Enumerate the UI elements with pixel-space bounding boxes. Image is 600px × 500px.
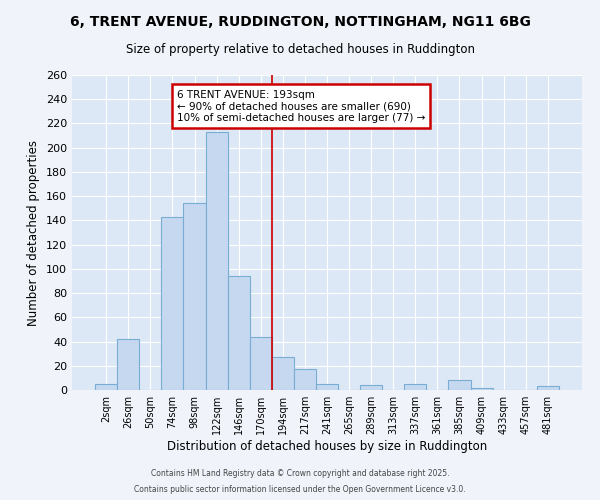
Bar <box>184 204 206 390</box>
Bar <box>470 388 493 390</box>
Bar <box>360 385 382 390</box>
Bar <box>316 384 338 390</box>
Bar <box>117 339 139 390</box>
Bar <box>294 370 316 390</box>
Bar <box>206 132 227 390</box>
Text: Size of property relative to detached houses in Ruddington: Size of property relative to detached ho… <box>125 42 475 56</box>
Bar <box>272 358 294 390</box>
Bar <box>161 217 184 390</box>
Bar <box>404 384 427 390</box>
Text: 6 TRENT AVENUE: 193sqm
← 90% of detached houses are smaller (690)
10% of semi-de: 6 TRENT AVENUE: 193sqm ← 90% of detached… <box>177 90 425 122</box>
Text: 6, TRENT AVENUE, RUDDINGTON, NOTTINGHAM, NG11 6BG: 6, TRENT AVENUE, RUDDINGTON, NOTTINGHAM,… <box>70 15 530 29</box>
Bar <box>227 276 250 390</box>
Bar <box>250 336 272 390</box>
Y-axis label: Number of detached properties: Number of detached properties <box>28 140 40 326</box>
Bar <box>95 384 117 390</box>
Bar <box>537 386 559 390</box>
Text: Contains public sector information licensed under the Open Government Licence v3: Contains public sector information licen… <box>134 485 466 494</box>
Text: Contains HM Land Registry data © Crown copyright and database right 2025.: Contains HM Land Registry data © Crown c… <box>151 468 449 477</box>
X-axis label: Distribution of detached houses by size in Ruddington: Distribution of detached houses by size … <box>167 440 487 453</box>
Bar <box>448 380 470 390</box>
